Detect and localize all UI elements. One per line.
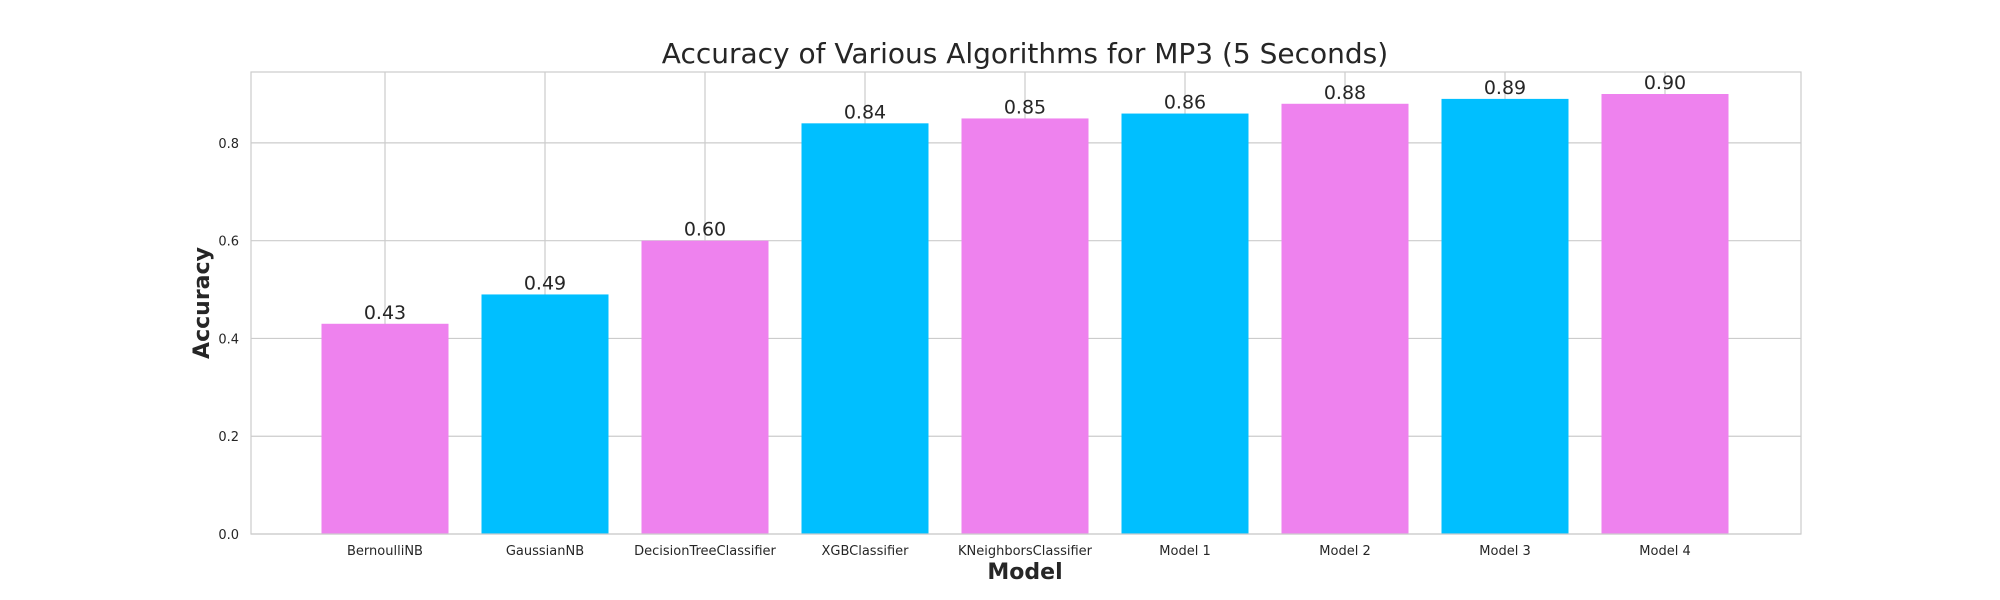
bar-model-1	[1121, 113, 1249, 535]
x-tick-label: DecisionTreeClassifier	[634, 544, 776, 559]
x-tick-labels: BernoulliNB GaussianNB DecisionTreeClassif…	[347, 544, 1691, 559]
bar-value-label: 0.60	[684, 219, 726, 241]
bars	[321, 94, 1729, 535]
chart-title: Accuracy of Various Algorithms for MP3 (…	[662, 37, 1388, 70]
bar-gaussiannb	[481, 294, 609, 534]
x-tick-label: BernoulliNB	[347, 544, 423, 559]
x-tick-label: Model 3	[1479, 544, 1530, 559]
plot-frame	[250, 71, 1802, 535]
bar-value-label: 0.88	[1324, 82, 1366, 104]
x-tick-label: Model 2	[1319, 544, 1370, 559]
bar-value-label: 0.89	[1484, 77, 1526, 99]
y-tick-labels: 0.0 0.2 0.4 0.6 0.8	[218, 137, 239, 543]
bar-value-label: 0.90	[1644, 72, 1686, 94]
x-tick-label: Model 1	[1159, 544, 1210, 559]
x-tick-label: Model 4	[1639, 544, 1690, 559]
bar-bernoullinb	[321, 323, 449, 534]
value-labels: 0.43 0.49 0.60 0.84 0.85 0.86 0.88 0.89 0.90	[364, 72, 1686, 324]
bar-value-label: 0.86	[1164, 92, 1206, 114]
bar-value-label: 0.85	[1004, 96, 1046, 118]
bar-kneighborsclassifier	[961, 118, 1089, 534]
bar-model-2	[1281, 103, 1409, 535]
x-axis-label: Model	[987, 560, 1062, 585]
bar-value-label: 0.43	[364, 302, 406, 324]
bar-decisiontreeclassifier	[641, 240, 769, 534]
y-tick-label: 0.4	[218, 332, 239, 347]
x-tick-label: XGBClassifier	[821, 544, 909, 559]
bar-model-4	[1601, 94, 1729, 534]
x-tick-label: KNeighborsClassifier	[958, 544, 1093, 559]
x-tick-label: GaussianNB	[506, 544, 584, 559]
bar-value-label: 0.49	[524, 272, 566, 294]
bar-value-label: 0.84	[844, 101, 886, 123]
y-tick-label: 0.8	[218, 137, 239, 152]
y-tick-label: 0.6	[218, 235, 239, 250]
y-tick-label: 0.2	[218, 430, 239, 445]
y-tick-label: 0.0	[218, 528, 239, 543]
y-axis-label: Accuracy	[190, 247, 215, 359]
bar-xgbclassifier	[801, 123, 929, 534]
bar-model-3	[1441, 98, 1569, 534]
